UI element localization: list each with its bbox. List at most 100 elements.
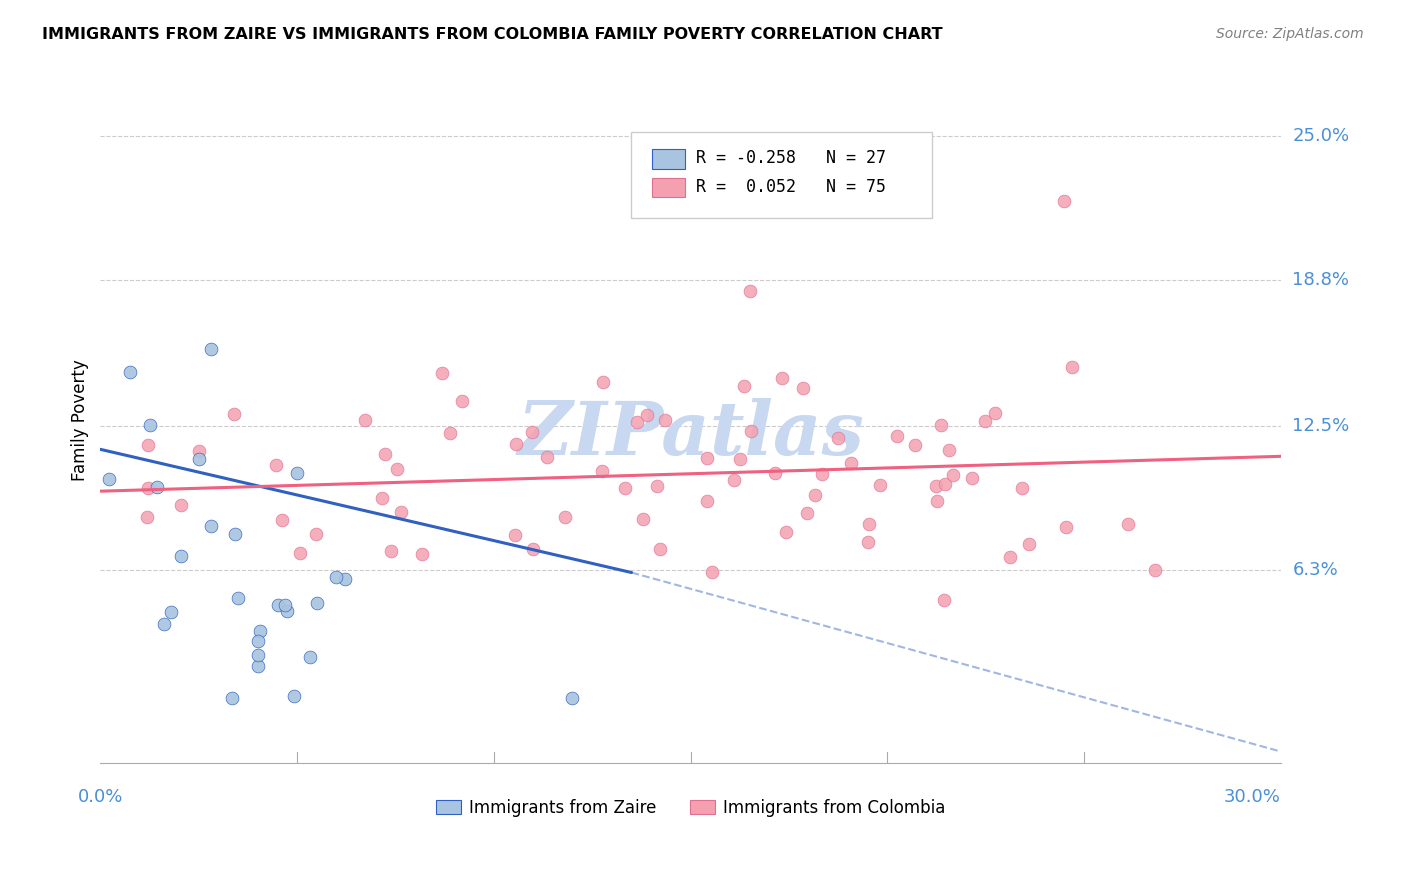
Point — [249, 624, 271, 639]
Point — [274, 599, 297, 613]
Text: Source: ZipAtlas.com: Source: ZipAtlas.com — [1216, 27, 1364, 41]
Point — [929, 418, 952, 433]
Point — [998, 550, 1021, 565]
Point — [187, 444, 209, 458]
Bar — [651, 178, 685, 197]
Text: R = -0.258   N = 27: R = -0.258 N = 27 — [696, 149, 886, 168]
Point — [792, 381, 814, 395]
Point — [503, 527, 526, 541]
Point — [270, 513, 292, 527]
Text: 6.3%: 6.3% — [1292, 561, 1339, 579]
Point — [305, 596, 328, 610]
Point — [626, 415, 648, 429]
Point — [136, 438, 159, 452]
Legend: Immigrants from Zaire, Immigrants from Colombia: Immigrants from Zaire, Immigrants from C… — [429, 792, 952, 823]
Point — [1053, 194, 1076, 208]
Point — [160, 605, 183, 619]
Point — [120, 364, 142, 378]
Point — [1143, 563, 1166, 577]
Point — [371, 491, 394, 505]
Point — [246, 648, 269, 662]
Point — [960, 471, 983, 485]
Point — [536, 450, 558, 465]
Point — [941, 467, 963, 482]
Point — [411, 547, 433, 561]
Point — [775, 524, 797, 539]
Point — [380, 544, 402, 558]
Point — [1062, 359, 1084, 374]
Y-axis label: Family Poverty: Family Poverty — [72, 359, 89, 481]
Point — [728, 452, 751, 467]
Point — [738, 285, 761, 299]
Point — [246, 634, 269, 648]
Point — [696, 450, 718, 465]
Text: 12.5%: 12.5% — [1292, 417, 1350, 435]
Point — [200, 343, 222, 357]
Point — [325, 570, 347, 584]
Point — [723, 473, 745, 487]
Point — [385, 461, 408, 475]
Point — [648, 542, 671, 557]
Point — [856, 535, 879, 549]
Point — [333, 573, 356, 587]
Point — [796, 507, 818, 521]
Point — [763, 466, 786, 480]
Point — [290, 546, 312, 560]
Point — [267, 598, 290, 612]
Point — [522, 425, 544, 439]
Point — [827, 432, 849, 446]
Point — [187, 452, 209, 467]
Point — [1118, 516, 1140, 531]
Point — [222, 407, 245, 421]
Point — [224, 526, 246, 541]
Point — [700, 565, 723, 579]
Point — [925, 494, 948, 508]
Point — [804, 488, 827, 502]
Text: 0.0%: 0.0% — [77, 789, 124, 806]
Point — [904, 438, 927, 452]
Point — [305, 527, 328, 541]
Point — [1018, 537, 1040, 551]
Point — [654, 413, 676, 427]
Text: 30.0%: 30.0% — [1223, 789, 1281, 806]
Point — [430, 366, 453, 380]
Point — [374, 447, 396, 461]
Bar — [651, 150, 685, 169]
Point — [631, 511, 654, 525]
Point — [839, 456, 862, 470]
Point — [645, 479, 668, 493]
Point — [811, 467, 834, 482]
Point — [740, 424, 762, 438]
Point — [770, 371, 793, 385]
Text: ZIPatlas: ZIPatlas — [517, 398, 863, 470]
Point — [613, 481, 636, 495]
Point — [932, 593, 955, 607]
Point — [1011, 482, 1033, 496]
Point — [886, 429, 908, 443]
Point — [522, 542, 544, 557]
Point — [505, 437, 527, 451]
FancyBboxPatch shape — [631, 132, 932, 218]
Point — [389, 505, 412, 519]
Point — [636, 409, 658, 423]
Point — [934, 477, 956, 491]
Text: IMMIGRANTS FROM ZAIRE VS IMMIGRANTS FROM COLOMBIA FAMILY POVERTY CORRELATION CHA: IMMIGRANTS FROM ZAIRE VS IMMIGRANTS FROM… — [42, 27, 943, 42]
Point — [450, 393, 472, 408]
Text: 25.0%: 25.0% — [1292, 127, 1350, 145]
Point — [984, 406, 1007, 420]
Text: R =  0.052   N = 75: R = 0.052 N = 75 — [696, 178, 886, 196]
Point — [858, 517, 880, 532]
Point — [153, 616, 176, 631]
Point — [200, 518, 222, 533]
Point — [221, 691, 243, 706]
Point — [136, 481, 159, 495]
Point — [733, 379, 755, 393]
Point — [696, 494, 718, 508]
Point — [592, 376, 614, 390]
Point — [591, 464, 613, 478]
Point — [264, 458, 287, 473]
Text: 18.8%: 18.8% — [1292, 270, 1350, 289]
Point — [554, 509, 576, 524]
Point — [1054, 519, 1077, 533]
Point — [439, 425, 461, 440]
